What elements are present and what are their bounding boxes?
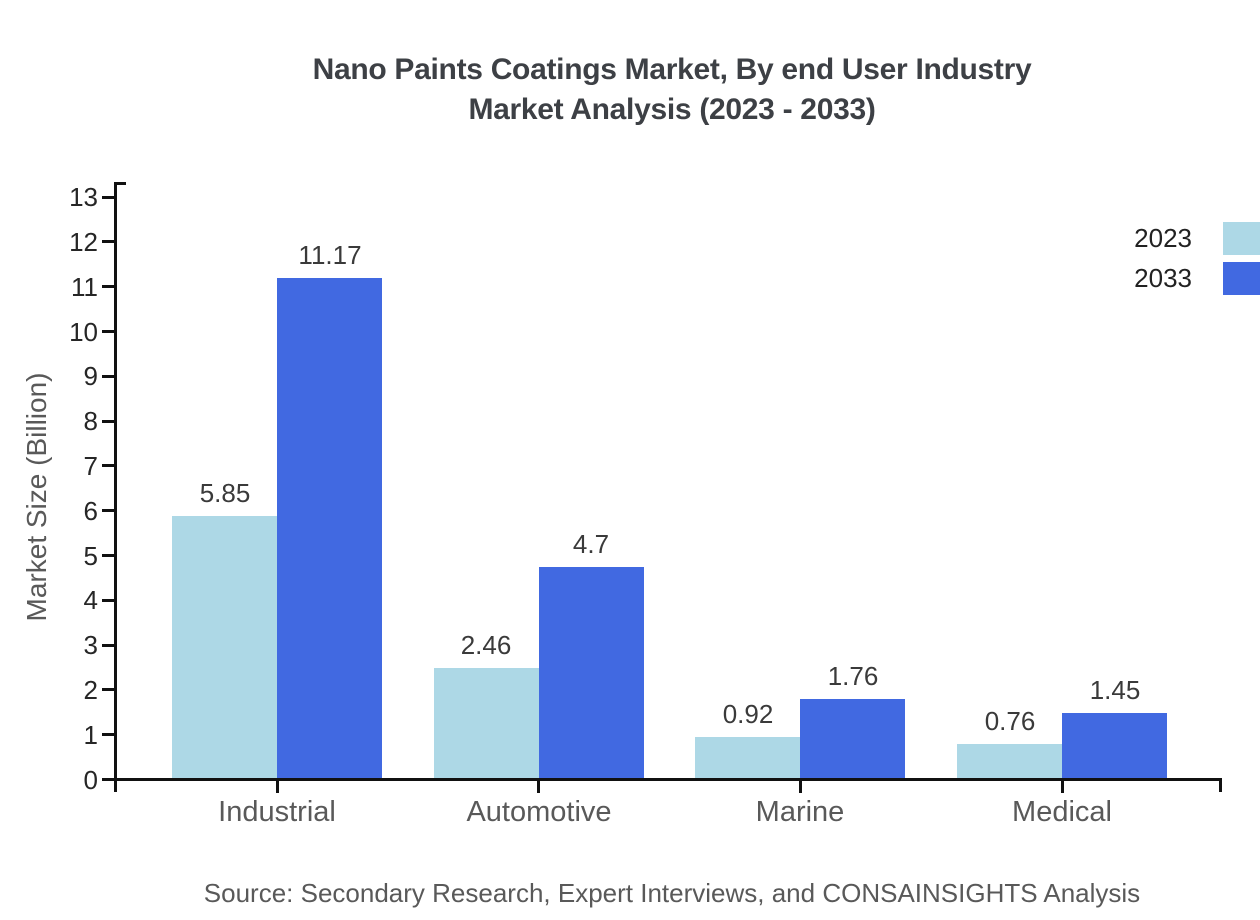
y-tick-label: 4: [83, 585, 98, 615]
value-label-2023-medical: 0.76: [984, 706, 1036, 736]
value-label-2023-marine: 0.92: [722, 699, 774, 729]
value-label-2023-industrial: 5.85: [199, 478, 251, 508]
value-label-2033-automotive: 4.7: [572, 529, 610, 559]
source-note: Source: Secondary Research, Expert Inter…: [203, 878, 1141, 908]
y-tick: [102, 554, 115, 557]
legend-label-2023: 2023: [1134, 223, 1192, 253]
bar-2023-medical: [957, 744, 1062, 778]
y-tick-label: 11: [71, 272, 98, 302]
y-tick-label: 6: [83, 496, 98, 526]
bar-2033-marine: [800, 699, 905, 778]
y-tick-label: 3: [83, 630, 98, 660]
y-tick-label: 13: [69, 182, 98, 212]
value-label-2033-medical: 1.45: [1089, 675, 1141, 705]
y-tick: [102, 509, 115, 512]
y-tick: [102, 733, 115, 736]
bar-2023-automotive: [434, 668, 539, 778]
y-tick-label: 8: [83, 406, 98, 436]
y-tick-label: 2: [83, 675, 98, 705]
legend-label-2033: 2033: [1134, 263, 1192, 293]
y-tick: [102, 420, 115, 423]
y-tick: [102, 778, 115, 781]
x-tick: [1061, 781, 1064, 793]
value-label-2033-industrial: 11.17: [298, 240, 362, 270]
y-tick: [102, 330, 115, 333]
y-axis-top-cap: [114, 182, 126, 185]
legend-swatch-2023: [1223, 222, 1260, 255]
y-axis-line: [114, 182, 117, 792]
category-label-industrial: Industrial: [218, 796, 336, 828]
bar-2033-industrial: [277, 278, 382, 778]
y-tick: [102, 375, 115, 378]
y-tick-label: 1: [83, 720, 98, 750]
value-label-2023-automotive: 2.46: [460, 630, 512, 660]
y-tick-label: 10: [69, 317, 98, 347]
chart-title-line2: Market Analysis (2023 - 2033): [468, 93, 876, 126]
y-tick: [102, 285, 115, 288]
y-tick-label: 0: [83, 765, 98, 795]
chart-title: Nano Paints Coatings Market, By end User…: [122, 50, 1222, 130]
x-axis-line: [104, 778, 1222, 781]
x-axis-end-cap: [1219, 778, 1222, 792]
y-tick-label: 5: [83, 541, 98, 571]
y-tick-label: 7: [83, 451, 98, 481]
y-tick: [102, 464, 115, 467]
category-label-medical: Medical: [1012, 796, 1112, 828]
legend-swatch-2033: [1223, 262, 1260, 295]
y-tick: [102, 688, 115, 691]
chart-title-line1: Nano Paints Coatings Market, By end User…: [312, 53, 1032, 86]
y-tick: [102, 196, 115, 199]
x-tick: [537, 781, 540, 793]
bar-2033-medical: [1062, 713, 1167, 778]
y-tick: [102, 599, 115, 602]
y-tick-label: 9: [83, 361, 98, 391]
category-label-marine: Marine: [755, 796, 845, 828]
y-tick-label: 12: [69, 227, 98, 257]
bar-2023-industrial: [172, 516, 277, 778]
bar-2033-automotive: [539, 567, 644, 778]
bar-2023-marine: [695, 737, 800, 778]
x-tick: [276, 781, 279, 793]
category-label-automotive: Automotive: [466, 796, 612, 828]
y-tick: [102, 644, 115, 647]
x-tick: [799, 781, 802, 793]
value-label-2033-marine: 1.76: [827, 661, 879, 691]
y-tick: [102, 240, 115, 243]
